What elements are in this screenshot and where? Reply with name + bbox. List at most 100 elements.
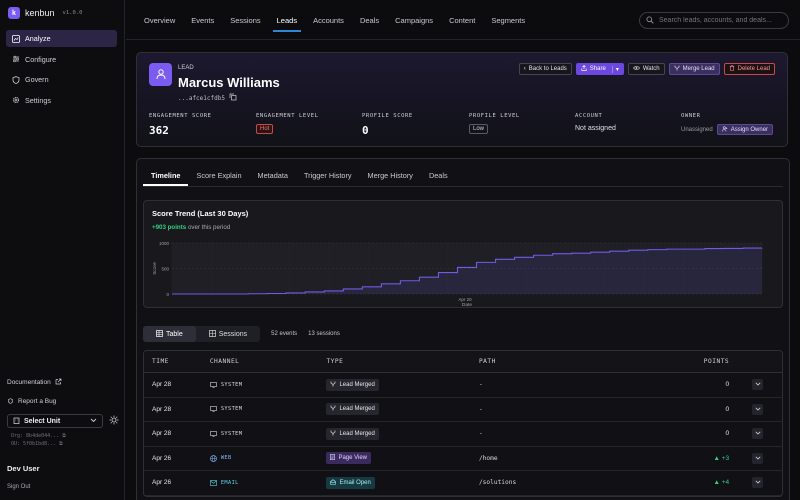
- watch-button[interactable]: Watch: [627, 63, 665, 75]
- owner-stat: OWNER Unassigned Assign Owner: [681, 113, 774, 135]
- column-header-type[interactable]: TYPE: [326, 358, 344, 365]
- view-segmented-control: Table Sessions: [143, 326, 261, 342]
- sidebar-item-configure[interactable]: Configure: [6, 51, 117, 68]
- unit-ids: Org: 8b4de044... ⧉ OU: 5f0b1bd8... ⧉: [7, 432, 119, 448]
- kenbun-logo: k: [8, 7, 20, 19]
- shield-icon: [12, 75, 20, 84]
- report-bug-label: Report a Bug: [18, 398, 57, 405]
- column-header-time[interactable]: TIME: [152, 358, 169, 365]
- table-row[interactable]: Apr 28 SYSTEM Lead Merged - 0: [144, 422, 782, 447]
- table-row[interactable]: Apr 28 SYSTEM Lead Merged - 0: [144, 398, 782, 422]
- stat-label: ACCOUNT: [575, 113, 603, 119]
- trash-icon: [729, 65, 735, 73]
- user-name: Dev User: [7, 464, 40, 473]
- tab-leads[interactable]: Leads: [269, 0, 305, 40]
- engagement-score-value: 362: [149, 124, 169, 137]
- table-row[interactable]: Apr 28 SYSTEM Lead Merged - 0: [144, 373, 782, 398]
- ou-id: OU: 5f0b1bd8... ⧉: [11, 441, 63, 447]
- global-search[interactable]: [639, 12, 789, 29]
- tab-content[interactable]: Content: [449, 15, 476, 25]
- copy-icon[interactable]: ⧉: [59, 441, 63, 447]
- sidebar-item-analyze[interactable]: Analyze: [6, 30, 117, 47]
- chevron-down-icon[interactable]: ▾: [611, 65, 619, 73]
- copy-icon[interactable]: [229, 93, 237, 103]
- tab-deals[interactable]: Deals: [359, 15, 380, 25]
- type-label: Lead Merged: [339, 430, 375, 437]
- sidebar-item-govern[interactable]: Govern: [6, 71, 117, 88]
- tab-sessions[interactable]: Sessions: [230, 15, 261, 25]
- tab-deals[interactable]: Deals: [428, 170, 448, 180]
- table-view-label: Table: [166, 330, 183, 338]
- tab-campaigns[interactable]: Campaigns: [395, 15, 434, 25]
- tab-merge-history[interactable]: Merge History: [367, 170, 413, 180]
- x-tick-label: Apr 20: [458, 297, 472, 302]
- profile-level-stat: PROFILE LEVEL Low: [469, 113, 520, 134]
- lead-id-value: ...afce1cfdb5: [178, 94, 225, 102]
- expand-row-button[interactable]: [752, 403, 764, 415]
- lead-kicker: LEAD: [178, 65, 194, 71]
- engagement-level-stat: ENGAGEMENT LEVEL Hot: [256, 113, 319, 134]
- table-row[interactable]: Apr 26 EMAIL Email Open /solutions ▲ +4: [144, 471, 782, 496]
- lead-actions: ‹ Back to Leads Share ▾ Watch Merge Lead: [518, 63, 775, 75]
- analyze-icon: [12, 34, 20, 43]
- tab-score-explain[interactable]: Score Explain: [196, 170, 242, 180]
- type-label: Email Open: [339, 479, 371, 486]
- tab-trigger-history[interactable]: Trigger History: [303, 170, 352, 180]
- delete-lead-button[interactable]: Delete Lead: [723, 63, 775, 75]
- tab-segments[interactable]: Segments: [491, 15, 526, 25]
- event-points: 0: [725, 405, 730, 413]
- watch-label: Watch: [642, 66, 660, 72]
- documentation-link[interactable]: Documentation: [7, 378, 119, 387]
- org-id: Org: 8b4de044... ⧉: [11, 433, 66, 439]
- expand-row-button[interactable]: [752, 379, 764, 391]
- chevron-down-icon: [755, 406, 761, 413]
- stat-label: ENGAGEMENT LEVEL: [256, 113, 319, 119]
- plot-area: [172, 243, 762, 294]
- lead-detail-panel: Timeline Score Explain Metadata Trigger …: [136, 158, 790, 500]
- sign-out-link[interactable]: Sign Out: [7, 484, 31, 490]
- column-header-points[interactable]: POINTS: [703, 358, 730, 365]
- merge-lead-button[interactable]: Merge Lead: [668, 63, 720, 75]
- column-header-channel[interactable]: CHANNEL: [209, 358, 240, 365]
- tab-accounts[interactable]: Accounts: [313, 15, 344, 25]
- event-type: Lead Merged: [326, 403, 479, 416]
- event-time: Apr 26: [152, 479, 172, 487]
- trend-title: Score Trend (Last 30 Days): [152, 209, 249, 218]
- table-icon: [156, 329, 163, 339]
- tab-overview[interactable]: Overview: [144, 15, 176, 25]
- brand[interactable]: k kenbun v1.0.0: [8, 7, 82, 19]
- chevron-down-icon: [755, 479, 761, 486]
- building-icon: [13, 417, 20, 426]
- report-bug-link[interactable]: Report a Bug: [7, 397, 119, 406]
- expand-row-button[interactable]: [752, 428, 764, 440]
- theme-toggle-icon[interactable]: [109, 415, 119, 427]
- event-path: /solutions: [478, 479, 517, 487]
- sessions-view-button[interactable]: Sessions: [196, 326, 260, 342]
- expand-row-button[interactable]: [752, 452, 764, 464]
- table-row[interactable]: Apr 26 WEB Page View /home ▲ +3: [144, 447, 782, 471]
- table-view-button[interactable]: Table: [143, 326, 196, 342]
- search-input[interactable]: [659, 17, 788, 24]
- assign-owner-button[interactable]: Assign Owner: [716, 124, 774, 135]
- tab-timeline[interactable]: Timeline: [143, 165, 189, 186]
- share-button[interactable]: Share ▾: [575, 63, 624, 75]
- event-path: -: [478, 430, 483, 438]
- event-channel: SYSTEM: [210, 381, 327, 389]
- unit-select[interactable]: Select Unit: [7, 414, 103, 428]
- sessions-view-label: Sessions: [218, 330, 248, 338]
- sidebar-nav: Analyze Configure Govern Settings: [6, 30, 117, 112]
- event-channel: WEB: [210, 454, 327, 462]
- type-chip: Lead Merged: [326, 427, 379, 440]
- event-points: 0: [725, 430, 730, 438]
- sidebar-item-settings[interactable]: Settings: [6, 92, 117, 109]
- search-icon: [646, 15, 654, 26]
- score-trend-card: Score Trend (Last 30 Days) +903 points o…: [143, 200, 783, 308]
- back-to-leads-button[interactable]: ‹ Back to Leads: [518, 63, 572, 75]
- event-type: Lead Merged: [326, 427, 479, 440]
- expand-row-button[interactable]: [752, 477, 764, 489]
- copy-icon[interactable]: ⧉: [62, 433, 66, 439]
- tab-metadata[interactable]: Metadata: [257, 170, 288, 180]
- column-header-path[interactable]: PATH: [478, 358, 496, 365]
- sidebar-footer: Documentation Report a Bug Select Unit: [7, 378, 119, 448]
- tab-events[interactable]: Events: [191, 15, 215, 25]
